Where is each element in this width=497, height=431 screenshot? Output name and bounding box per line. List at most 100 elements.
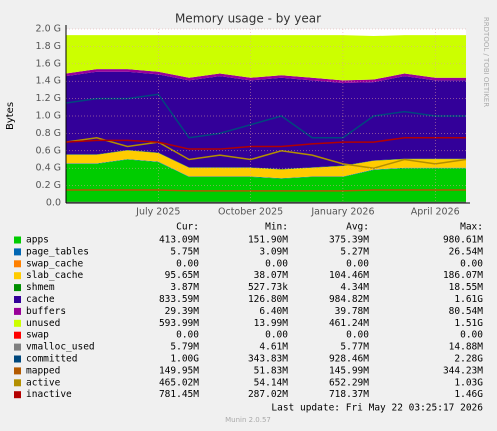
legend-stat: 54.14M bbox=[254, 377, 289, 388]
legend-stat: 38.07M bbox=[254, 270, 289, 281]
legend-stat: 26.54M bbox=[449, 246, 484, 257]
legend-stat: 0.00 bbox=[346, 258, 369, 269]
legend-stat: 375.39M bbox=[329, 235, 369, 246]
line bbox=[65, 93, 466, 139]
legend-label: unused bbox=[26, 318, 60, 329]
legend-stat: 18.55M bbox=[449, 282, 484, 293]
legend-swatch bbox=[14, 236, 21, 244]
legend-stat: 0.00 bbox=[460, 330, 483, 341]
legend-stat: 343.83M bbox=[248, 354, 288, 365]
legend-stat: 14.88M bbox=[449, 342, 484, 353]
legend-stat: 984.82M bbox=[329, 294, 369, 305]
legend-label: cache bbox=[26, 294, 55, 305]
legend-stat: 1.03G bbox=[454, 377, 483, 388]
legend-swatch bbox=[14, 391, 21, 399]
legend-stat: 1.46G bbox=[454, 389, 483, 400]
legend-stat: 151.90M bbox=[248, 235, 288, 246]
x-tick-label: April 2026 bbox=[411, 207, 460, 218]
legend-stat: 527.73k bbox=[248, 282, 288, 293]
legend-stat: 652.29M bbox=[329, 377, 369, 388]
legend-stat: 344.23M bbox=[443, 365, 483, 376]
legend-stat: 145.99M bbox=[329, 365, 369, 376]
y-axis-label: Bytes bbox=[5, 102, 16, 130]
legend-stat: 5.75M bbox=[170, 246, 199, 257]
legend-label: swap bbox=[26, 330, 49, 341]
legend-stat: 0.00 bbox=[460, 258, 483, 269]
legend-header: Cur: bbox=[176, 222, 199, 233]
chart-title: Memory usage - by year bbox=[175, 12, 321, 26]
legend-label: active bbox=[26, 377, 61, 388]
legend-stat: 833.59M bbox=[159, 294, 199, 305]
legend-stat: 4.61M bbox=[259, 342, 288, 353]
legend-swatch bbox=[14, 319, 21, 327]
legend-label: buffers bbox=[26, 306, 66, 317]
legend-stat: 593.99M bbox=[159, 318, 199, 329]
legend-stat: 1.00G bbox=[170, 354, 199, 365]
legend-label: mapped bbox=[26, 365, 60, 376]
legend-label: committed bbox=[26, 354, 77, 365]
y-tick-label: 0.2 G bbox=[36, 180, 62, 191]
y-tick-label: 0.6 G bbox=[36, 145, 62, 156]
y-tick-label: 1.8 G bbox=[36, 41, 62, 52]
legend-swatch bbox=[14, 343, 21, 351]
legend-stat: 465.02M bbox=[159, 377, 199, 388]
x-tick-label: January 2026 bbox=[310, 207, 374, 218]
y-tick-label: 1.2 G bbox=[36, 93, 62, 104]
legend-stat: 0.00 bbox=[265, 330, 288, 341]
last-update: Last update: Fri May 22 03:25:17 2026 bbox=[271, 403, 483, 414]
legend-label: vmalloc_used bbox=[26, 342, 95, 353]
legend-stat: 5.77M bbox=[340, 342, 369, 353]
y-tick-label: 1.4 G bbox=[36, 76, 62, 87]
legend-stat: 4.34M bbox=[340, 282, 369, 293]
footer: Munin 2.0.57 bbox=[225, 416, 271, 424]
legend-stat: 13.99M bbox=[254, 318, 289, 329]
legend-header: Avg: bbox=[346, 222, 369, 233]
area bbox=[66, 159, 466, 179]
legend-header: Max: bbox=[460, 222, 483, 233]
legend-swatch bbox=[14, 331, 21, 339]
legend-label: inactive bbox=[26, 389, 72, 400]
legend-label: swap_cache bbox=[26, 258, 83, 269]
legend-stat: 980.61M bbox=[443, 235, 483, 246]
y-tick-label: 1.6 G bbox=[36, 58, 62, 69]
legend-swatch bbox=[14, 307, 21, 315]
legend-swatch bbox=[14, 367, 21, 375]
legend-stat: 3.87M bbox=[170, 282, 199, 293]
legend-swatch bbox=[14, 296, 21, 303]
y-tick-label: 1.0 G bbox=[36, 111, 62, 122]
line bbox=[66, 189, 466, 192]
legend-stat: 287.02M bbox=[248, 389, 288, 400]
legend-stat: 5.79M bbox=[170, 342, 199, 353]
legend-stat: 5.27M bbox=[340, 246, 369, 257]
legend-stat: 0.00 bbox=[176, 330, 199, 341]
legend-stat: 0.00 bbox=[265, 258, 288, 269]
y-tick-label: 0.0 bbox=[46, 198, 61, 209]
legend-stat: 461.24M bbox=[329, 318, 369, 329]
legend-swatch bbox=[14, 272, 21, 280]
legend-stat: 718.37M bbox=[329, 389, 369, 400]
legend-stat: 413.09M bbox=[159, 235, 199, 246]
area bbox=[66, 159, 466, 203]
legend-stat: 149.95M bbox=[159, 365, 199, 376]
legend-swatch bbox=[14, 284, 21, 292]
legend-stat: 95.65M bbox=[165, 270, 200, 281]
legend-stat: 0.00 bbox=[176, 258, 199, 269]
legend-stat: 2.28G bbox=[454, 354, 483, 365]
x-tick-label: July 2025 bbox=[135, 207, 180, 218]
legend-swatch bbox=[14, 379, 21, 387]
y-tick-label: 0.8 G bbox=[36, 128, 62, 139]
legend-stat: 29.39M bbox=[165, 306, 200, 317]
legend-header: Min: bbox=[265, 222, 288, 233]
legend-stat: 781.45M bbox=[159, 389, 199, 400]
legend-stat: 186.07M bbox=[443, 270, 483, 281]
legend-stat: 928.46M bbox=[329, 354, 369, 365]
legend-swatch bbox=[14, 355, 21, 363]
line bbox=[65, 137, 466, 150]
legend-stat: 126.80M bbox=[248, 294, 288, 305]
legend-stat: 39.78M bbox=[335, 306, 370, 317]
legend-stat: 80.54M bbox=[449, 306, 484, 317]
y-tick-label: 0.4 G bbox=[36, 163, 62, 174]
legend-swatch bbox=[14, 260, 21, 268]
legend-stat: 1.51G bbox=[454, 318, 483, 329]
